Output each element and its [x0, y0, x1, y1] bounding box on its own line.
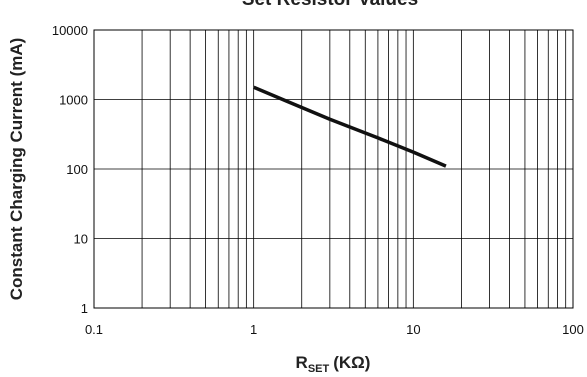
x-axis-title: RSET (KΩ) — [296, 353, 371, 375]
x-tick-label: 10 — [406, 322, 420, 337]
grid — [94, 30, 573, 308]
x-axis-title-unit: (KΩ) — [333, 353, 370, 372]
y-axis-title: Constant Charging Current (mA) — [7, 38, 26, 301]
plot-frame — [93, 29, 574, 309]
chart-title: Set Resistor Values — [242, 0, 418, 10]
x-tick-label: 0.1 — [85, 322, 103, 337]
y-tick-label: 1 — [81, 301, 88, 316]
y-tick-labels: 1 10 100 1000 10000 — [52, 23, 88, 316]
y-tick-label: 10000 — [52, 23, 88, 38]
y-tick-label: 1000 — [59, 93, 88, 108]
series-group — [252, 85, 447, 168]
y-tick-label: 10 — [74, 232, 88, 247]
x-tick-labels: 0.1 1 10 100 — [85, 322, 584, 337]
y-tick-label: 100 — [66, 162, 88, 177]
x-tick-label: 100 — [562, 322, 584, 337]
x-axis-title-main: R — [296, 353, 308, 372]
series-line — [252, 85, 447, 168]
x-tick-label: 1 — [250, 322, 257, 337]
x-axis-title-subscript: SET — [308, 363, 330, 375]
